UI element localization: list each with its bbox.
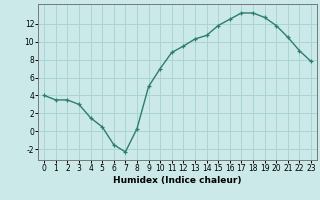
X-axis label: Humidex (Indice chaleur): Humidex (Indice chaleur) [113,176,242,185]
